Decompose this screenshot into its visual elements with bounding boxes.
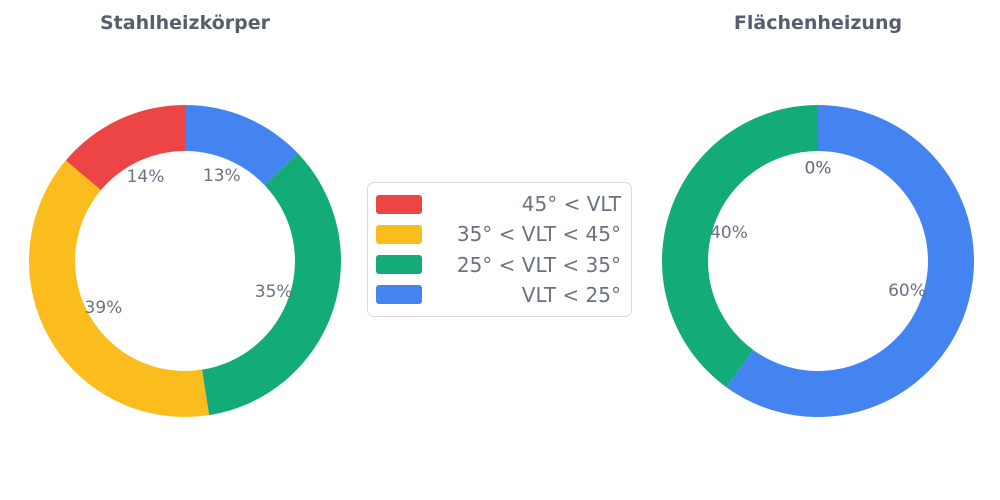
legend-item-green: 25° < VLT < 35° [376, 253, 621, 277]
donut-slice-yellow [29, 160, 210, 417]
chart-title-flaechenheizung: Flächenheizung [733, 12, 903, 34]
percent-label-yellow: 39% [85, 298, 123, 318]
donut-slice-green [202, 153, 342, 416]
legend-item-label: 45° < VLT [521, 192, 621, 217]
donut-svg: 14% 39% 35% 13% [29, 105, 342, 417]
donut-slice-red [65, 105, 185, 191]
legend-swatch-green [376, 255, 422, 275]
donut-svg: 0%0%40%60% [662, 105, 974, 417]
donut-slice-blue [726, 105, 974, 417]
percent-label-yellow: 0% [805, 158, 832, 178]
percent-label-blue: 13% [203, 166, 241, 186]
legend-item-red: 45° < VLT [376, 192, 621, 216]
legend-item-label: 25° < VLT < 35° [456, 252, 621, 277]
percent-label-blue: 60% [888, 281, 926, 301]
percent-label-green: 40% [710, 223, 748, 243]
donut-chart-stahlheizkoerper: 14% 39% 35% 13% [25, 101, 345, 421]
donut-chart-flaechenheizung: 0% 0% 40% 60% [658, 101, 978, 421]
legend-swatch-red [376, 194, 422, 214]
percent-label-green: 35% [255, 282, 293, 302]
percent-label-red: 14% [127, 167, 165, 187]
legend: 45° < VLT 35° < VLT < 45° 25° < VLT < 35° V… [367, 182, 632, 317]
legend-swatch-yellow [376, 224, 422, 244]
donut-slice-blue [185, 105, 298, 186]
donut-slice-green [662, 105, 818, 388]
legend-item-blue: VLT < 25° [376, 283, 621, 307]
legend-swatch-blue [376, 285, 422, 305]
legend-item-yellow: 35° < VLT < 45° [376, 222, 621, 246]
legend-item-label: VLT < 25° [521, 282, 621, 307]
percent-label-red: 0% [805, 158, 832, 178]
chart-title-stahlheizkoerper: Stahlheizkörper [99, 12, 271, 34]
legend-item-label: 35° < VLT < 45° [456, 222, 621, 247]
